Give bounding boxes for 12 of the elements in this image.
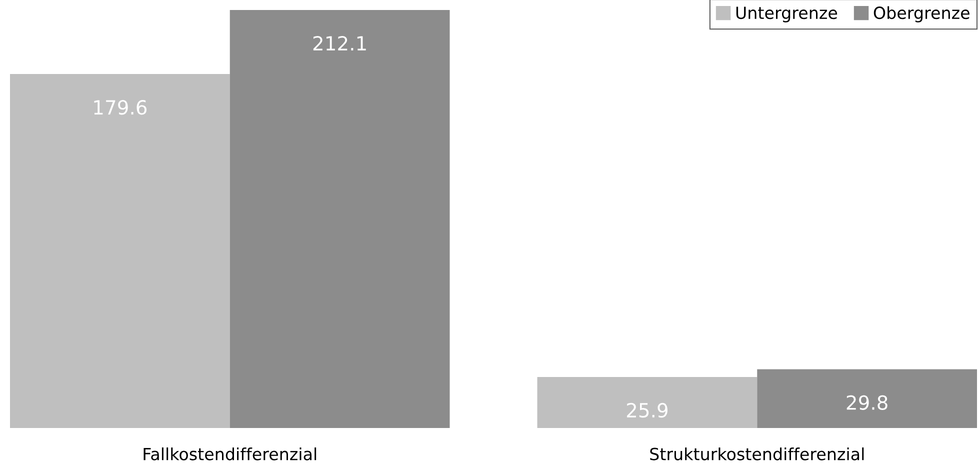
legend-label: Untergrenze: [736, 6, 838, 22]
data-label: 25.9: [626, 402, 668, 418]
x-tick-label: Fallkostendifferenzial: [144, 447, 316, 460]
bar: [757, 369, 977, 428]
bar: [230, 10, 450, 428]
bar: [537, 376, 758, 428]
data-label: 179.6: [94, 100, 147, 115]
legend-label: Obergrenze: [874, 6, 970, 22]
data-label: 29.8: [846, 395, 888, 410]
x-tick-label: Strukturkostendifferenzial: [650, 447, 864, 460]
bar: [10, 74, 230, 428]
data-label: 212.1: [313, 36, 366, 50]
